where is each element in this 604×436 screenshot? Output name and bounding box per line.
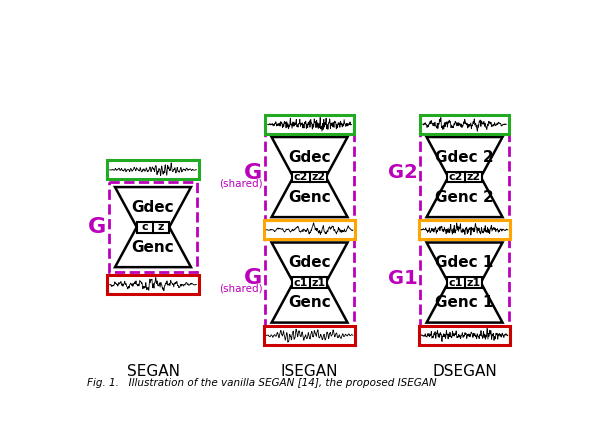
Polygon shape	[272, 137, 347, 177]
Text: ISEGAN: ISEGAN	[281, 364, 338, 379]
Polygon shape	[426, 283, 503, 323]
Text: G: G	[244, 268, 262, 288]
Text: Gdec: Gdec	[288, 150, 331, 164]
Text: c1: c1	[294, 278, 308, 288]
Bar	[264, 220, 355, 239]
Bar	[264, 326, 355, 345]
Text: G: G	[244, 163, 262, 183]
Bar	[109, 182, 197, 272]
Text: Fig. 1.   Illustration of the vanilla SEGAN [14], the proposed ISEGAN: Fig. 1. Illustration of the vanilla SEGA…	[87, 378, 437, 388]
Text: c: c	[141, 222, 148, 232]
Bar	[292, 277, 327, 288]
Polygon shape	[426, 137, 503, 177]
Text: c1: c1	[448, 278, 463, 288]
Bar	[447, 277, 483, 288]
Bar	[265, 115, 354, 134]
Text: c2: c2	[448, 172, 463, 182]
Polygon shape	[272, 242, 347, 283]
Text: (shared): (shared)	[219, 178, 262, 188]
Bar	[265, 133, 354, 222]
Bar	[108, 275, 199, 294]
Polygon shape	[272, 177, 347, 217]
Text: z: z	[158, 222, 164, 232]
Text: z2: z2	[312, 172, 326, 182]
Text: Genc: Genc	[288, 295, 331, 310]
Bar	[108, 160, 199, 179]
Text: G: G	[88, 217, 106, 237]
Text: SEGAN: SEGAN	[126, 364, 179, 379]
Bar	[419, 326, 510, 345]
Bar	[419, 220, 510, 239]
Polygon shape	[426, 242, 503, 283]
Text: z1: z1	[312, 278, 326, 288]
Bar	[420, 133, 509, 222]
Text: Gdec 2: Gdec 2	[435, 150, 494, 164]
Text: DSEGAN: DSEGAN	[432, 364, 497, 379]
Text: Genc: Genc	[132, 240, 175, 255]
Polygon shape	[272, 283, 347, 323]
Text: G2: G2	[388, 163, 417, 182]
Text: Genc: Genc	[288, 190, 331, 204]
Text: c2: c2	[294, 172, 308, 182]
Bar	[420, 115, 509, 134]
Text: Genc 1: Genc 1	[435, 295, 494, 310]
Polygon shape	[426, 177, 503, 217]
Bar	[137, 222, 169, 232]
Text: (shared): (shared)	[219, 284, 262, 294]
Text: z1: z1	[466, 278, 481, 288]
Bar	[447, 172, 483, 182]
Text: Genc 2: Genc 2	[435, 190, 494, 204]
Bar	[292, 172, 327, 182]
Polygon shape	[115, 227, 191, 267]
Text: Gdec: Gdec	[132, 200, 175, 215]
Bar	[265, 238, 354, 327]
Text: Gdec: Gdec	[288, 255, 331, 270]
Polygon shape	[115, 187, 191, 227]
Bar	[420, 238, 509, 327]
Text: Gdec 1: Gdec 1	[435, 255, 493, 270]
Text: G1: G1	[388, 269, 417, 288]
Text: z2: z2	[466, 172, 481, 182]
